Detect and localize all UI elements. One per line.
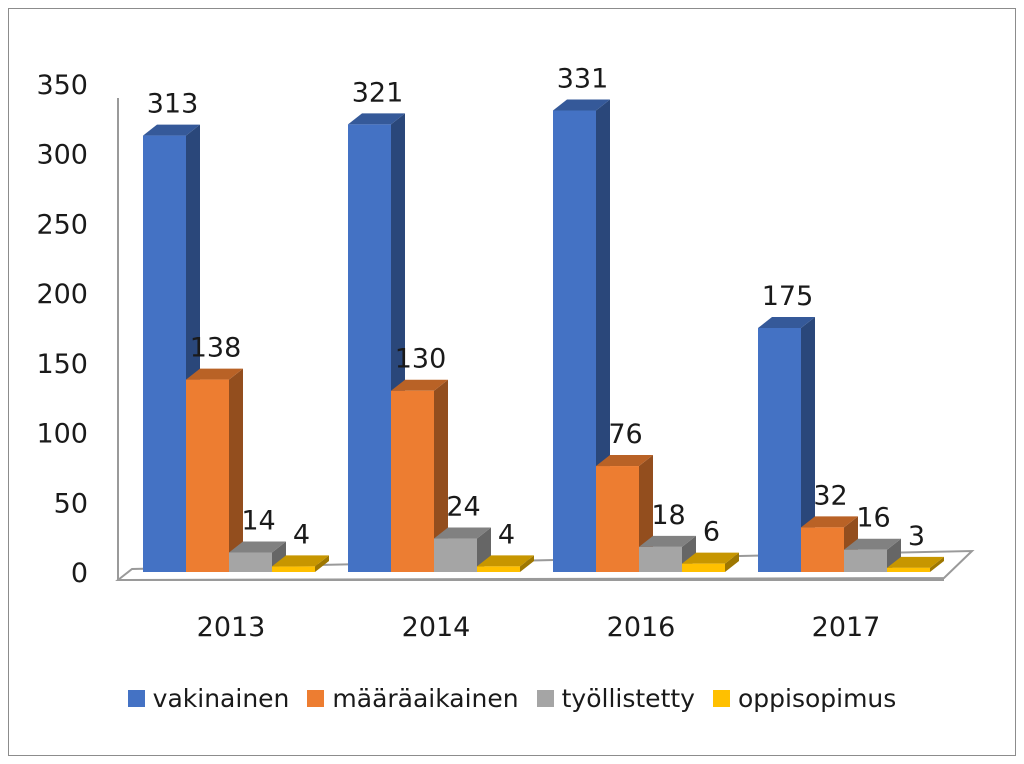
data-label: 14 — [241, 505, 275, 536]
legend-label: työllistetty — [561, 683, 695, 713]
y-tick-label: 50 — [54, 488, 88, 519]
legend-item: työllistetty — [536, 683, 695, 713]
bar — [887, 567, 930, 572]
data-label: 175 — [762, 281, 814, 312]
legend-label: vakinainen — [152, 683, 290, 713]
y-tick-label: 300 — [36, 140, 88, 171]
y-tick-label: 0 — [71, 558, 88, 589]
data-label: 4 — [293, 519, 310, 550]
x-tick-label: 2017 — [812, 612, 881, 643]
data-label: 32 — [813, 480, 847, 511]
legend-swatch — [536, 689, 554, 707]
legend-swatch — [307, 689, 325, 707]
data-label: 76 — [608, 419, 642, 450]
bar — [272, 566, 315, 572]
y-tick-label: 200 — [36, 279, 88, 310]
bar-top — [477, 555, 534, 567]
legend-item: oppisopimus — [712, 683, 897, 713]
bar — [348, 124, 391, 572]
y-tick-label: 250 — [36, 209, 88, 240]
bar-side — [930, 556, 944, 572]
chart-legend: vakinainen määräaikainen työllistetty oppis… — [0, 676, 1024, 720]
bar — [801, 527, 844, 572]
bar — [391, 390, 434, 572]
bar-top — [391, 379, 448, 391]
data-label: 130 — [395, 344, 447, 375]
bar-side — [801, 317, 815, 572]
legend-label: oppisopimus — [737, 683, 897, 713]
y-tick-label: 350 — [36, 70, 88, 101]
bar — [434, 538, 477, 572]
bar — [143, 135, 186, 573]
legend-item: vakinainen — [127, 683, 290, 713]
bar — [477, 566, 520, 572]
data-label: 3 — [908, 521, 925, 552]
bar — [596, 466, 639, 572]
bar-top — [639, 535, 696, 547]
bar-top — [596, 455, 653, 467]
data-label: 321 — [352, 77, 404, 108]
bar-top — [887, 556, 944, 568]
data-label: 18 — [651, 500, 685, 531]
bar-top — [143, 124, 200, 136]
bar — [844, 549, 887, 572]
data-label: 4 — [498, 519, 515, 550]
data-label: 24 — [446, 492, 480, 523]
bar-top — [801, 516, 858, 528]
bar-side — [596, 99, 610, 573]
bar-top — [272, 555, 329, 567]
bar-side — [434, 379, 448, 572]
bar-top — [348, 113, 405, 125]
bar-top — [758, 317, 815, 328]
bar-side — [520, 555, 534, 572]
bar-side — [725, 552, 739, 572]
bar-top — [186, 368, 243, 380]
legend-swatch — [127, 689, 145, 707]
bar-side — [229, 368, 243, 572]
legend-label: määräaikainen — [332, 683, 519, 713]
bar — [639, 546, 682, 572]
x-tick-label: 2013 — [197, 612, 266, 643]
y-tick-label: 100 — [36, 419, 88, 450]
y-tick-label: 150 — [36, 349, 88, 380]
bar-top — [553, 99, 610, 111]
bar — [758, 328, 801, 572]
bar — [229, 552, 272, 572]
bar-top — [844, 538, 901, 550]
data-label: 331 — [557, 63, 609, 94]
data-label: 6 — [703, 517, 720, 548]
bar-top — [682, 552, 739, 564]
x-tick-label: 2014 — [402, 612, 471, 643]
bar — [682, 563, 725, 572]
legend-swatch — [712, 689, 730, 707]
x-tick-label: 2016 — [607, 612, 676, 643]
bar — [553, 110, 596, 573]
data-label: 16 — [856, 503, 890, 534]
bar-top — [229, 541, 286, 553]
legend-item: määräaikainen — [307, 683, 519, 713]
data-label: 138 — [190, 333, 242, 364]
bar-side — [315, 555, 329, 572]
bar — [186, 379, 229, 572]
bar-top — [434, 527, 491, 539]
data-label: 313 — [147, 89, 199, 120]
